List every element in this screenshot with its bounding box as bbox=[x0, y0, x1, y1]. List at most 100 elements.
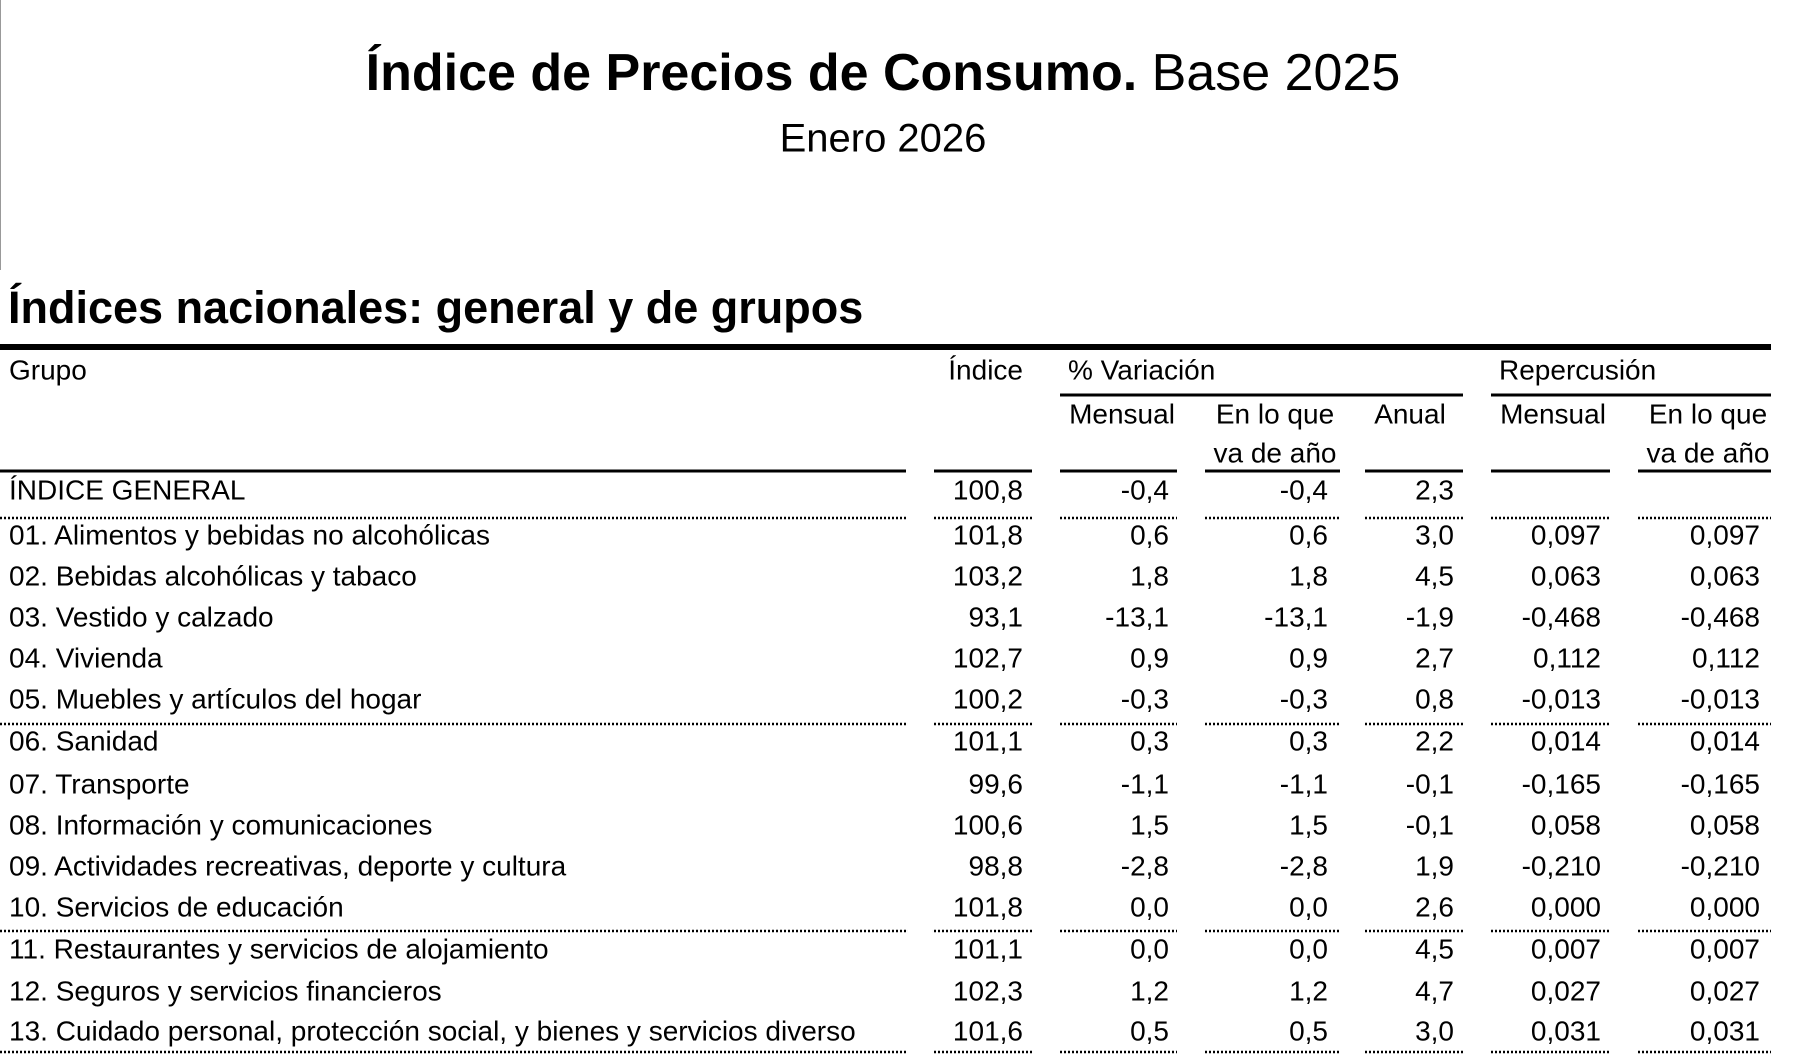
title-rest: Base 2025 bbox=[1152, 44, 1401, 102]
row-label: 09. Actividades recreativas, deporte y c… bbox=[9, 850, 567, 881]
header-grupo: Grupo bbox=[9, 354, 87, 385]
cell-value: 101,8 bbox=[953, 519, 1023, 550]
cell-value: 0,6 bbox=[1289, 519, 1328, 550]
cell-value: 0,007 bbox=[1531, 933, 1601, 964]
subheader: Mensual bbox=[1069, 398, 1175, 429]
cell-value: 4,7 bbox=[1415, 975, 1454, 1006]
rules bbox=[0, 469, 1771, 1054]
cell-value: -1,1 bbox=[1280, 768, 1328, 799]
cell-value: -0,468 bbox=[1522, 601, 1601, 632]
cell-value: 1,2 bbox=[1289, 975, 1328, 1006]
cell-value: 102,3 bbox=[953, 975, 1023, 1006]
cell-value: 0,063 bbox=[1690, 560, 1760, 591]
cell-value: 98,8 bbox=[969, 850, 1024, 881]
row-label: 08. Información y comunicaciones bbox=[9, 809, 432, 840]
cell-value: 101,8 bbox=[953, 891, 1023, 922]
cell-value: 0,097 bbox=[1531, 519, 1601, 550]
subheader: Mensual bbox=[1500, 398, 1606, 429]
cell-value: 0,097 bbox=[1690, 519, 1760, 550]
row-label: ÍNDICE GENERAL bbox=[9, 474, 246, 505]
cell-value: -0,210 bbox=[1522, 850, 1601, 881]
row-label: 06. Sanidad bbox=[9, 725, 158, 756]
cell-value: -0,1 bbox=[1406, 809, 1454, 840]
subheader: va de año bbox=[1647, 437, 1770, 468]
cell-value: -1,1 bbox=[1121, 768, 1169, 799]
cell-value: 2,2 bbox=[1415, 725, 1454, 756]
cell-value: 0,027 bbox=[1690, 975, 1760, 1006]
cell-value: 0,5 bbox=[1130, 1015, 1169, 1046]
row-label: 05. Muebles y artículos del hogar bbox=[9, 683, 421, 714]
cell-value: -0,1 bbox=[1406, 768, 1454, 799]
cell-value: 0,5 bbox=[1289, 1015, 1328, 1046]
cell-value: 103,2 bbox=[953, 560, 1023, 591]
cell-value: 0,000 bbox=[1690, 891, 1760, 922]
cell-value: 99,6 bbox=[969, 768, 1024, 799]
cell-value: -0,4 bbox=[1280, 474, 1328, 505]
cell-value: 0,0 bbox=[1130, 933, 1169, 964]
cell-value: 3,0 bbox=[1415, 519, 1454, 550]
cell-value: 4,5 bbox=[1415, 933, 1454, 964]
cell-value: 0,8 bbox=[1415, 683, 1454, 714]
row-label: 12. Seguros y servicios financieros bbox=[9, 975, 442, 1006]
section-title: Índices nacionales: general y de grupos bbox=[8, 282, 863, 333]
title-bold: Índice de Precios de Consumo. bbox=[366, 44, 1138, 102]
cell-value: 1,2 bbox=[1130, 975, 1169, 1006]
title: Índice de Precios de Consumo. Base 2025 bbox=[366, 44, 1401, 102]
subheader: Anual bbox=[1374, 398, 1446, 429]
cell-value: 1,9 bbox=[1415, 850, 1454, 881]
cell-value: 0,031 bbox=[1690, 1015, 1760, 1046]
cell-value: 0,0 bbox=[1289, 891, 1328, 922]
cell-value: 3,0 bbox=[1415, 1015, 1454, 1046]
cell-value: 0,112 bbox=[1692, 642, 1760, 673]
row-label: 07. Transporte bbox=[9, 768, 190, 799]
cell-value: -0,013 bbox=[1522, 683, 1601, 714]
subheader: En lo que bbox=[1649, 398, 1767, 429]
cell-value: 0,014 bbox=[1531, 725, 1601, 756]
cell-value: -1,9 bbox=[1406, 601, 1454, 632]
header-indice: Índice bbox=[948, 354, 1023, 385]
cell-value: 0,063 bbox=[1531, 560, 1601, 591]
cell-value: 101,6 bbox=[953, 1015, 1023, 1046]
cell-value: -0,3 bbox=[1280, 683, 1328, 714]
table-body: ÍNDICE GENERAL 100,8 -0,4 -0,4 2,3 01. Alimen… bbox=[9, 474, 1760, 1046]
cell-value: -0,468 bbox=[1681, 601, 1760, 632]
cell-value: 0,0 bbox=[1130, 891, 1169, 922]
cell-value: 100,6 bbox=[953, 809, 1023, 840]
cell-value: 1,5 bbox=[1289, 809, 1328, 840]
cell-value: 0,014 bbox=[1690, 725, 1760, 756]
cell-value: 0,3 bbox=[1130, 725, 1169, 756]
row-label: 13. Cuidado personal, protección social,… bbox=[9, 1015, 856, 1046]
row-label: 02. Bebidas alcohólicas y tabaco bbox=[9, 560, 417, 591]
header-variacion: % Variación bbox=[1068, 354, 1215, 385]
cell-value: 0,112 bbox=[1533, 642, 1601, 673]
cell-value: -0,4 bbox=[1121, 474, 1169, 505]
subheaders: Mensual En lo que Anual Mensual En lo que va … bbox=[1069, 398, 1769, 468]
cell-value: 102,7 bbox=[953, 642, 1023, 673]
cell-value: 1,8 bbox=[1130, 560, 1169, 591]
cell-value: 0,058 bbox=[1531, 809, 1601, 840]
cell-value: -0,013 bbox=[1681, 683, 1760, 714]
cell-value: 0,0 bbox=[1289, 933, 1328, 964]
cell-value: 0,031 bbox=[1531, 1015, 1601, 1046]
cell-value: 2,7 bbox=[1415, 642, 1454, 673]
cell-value: -0,210 bbox=[1681, 850, 1760, 881]
row-label: 10. Servicios de educación bbox=[9, 891, 344, 922]
subtitle: Enero 2026 bbox=[780, 117, 987, 161]
cell-value: 4,5 bbox=[1415, 560, 1454, 591]
cell-value: -2,8 bbox=[1280, 850, 1328, 881]
row-label: 03. Vestido y calzado bbox=[9, 601, 274, 632]
cell-value: 2,6 bbox=[1415, 891, 1454, 922]
cell-value: 0,9 bbox=[1130, 642, 1169, 673]
subheader: va de año bbox=[1214, 437, 1337, 468]
row-label: 04. Vivienda bbox=[9, 642, 163, 673]
cell-value: 0,007 bbox=[1690, 933, 1760, 964]
cell-value: 0,058 bbox=[1690, 809, 1760, 840]
cell-value: 100,2 bbox=[953, 683, 1023, 714]
cell-value: -13,1 bbox=[1264, 601, 1328, 632]
cell-value: 2,3 bbox=[1415, 474, 1454, 505]
cell-value: -13,1 bbox=[1105, 601, 1169, 632]
cell-value: 0,6 bbox=[1130, 519, 1169, 550]
cell-value: 0,000 bbox=[1531, 891, 1601, 922]
cell-value: 101,1 bbox=[953, 933, 1023, 964]
